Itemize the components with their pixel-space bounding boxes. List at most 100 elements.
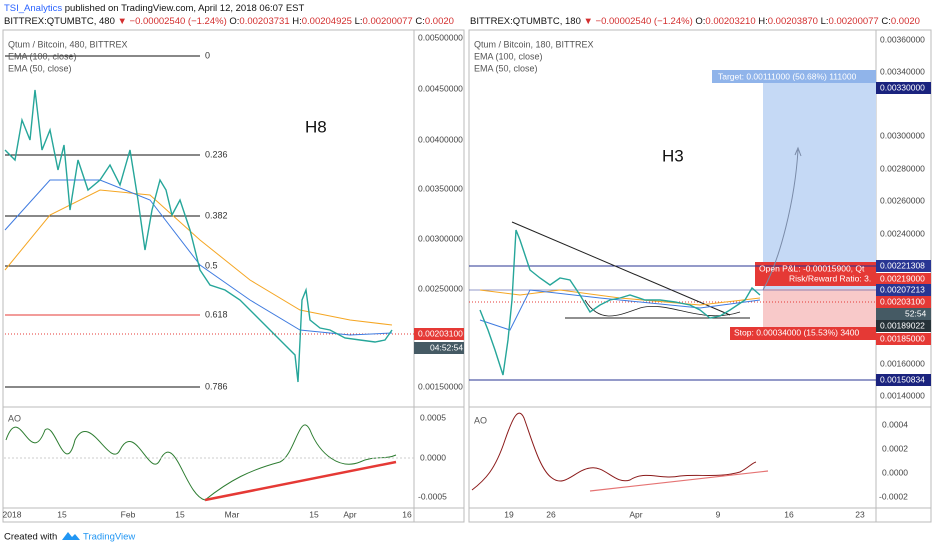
trendline	[511, 221, 731, 316]
footer-text: Created with	[4, 532, 57, 543]
brand-link[interactable]: TradingView	[83, 532, 135, 543]
pnl-label: Open P&L: -0.00015900, Qt	[759, 263, 865, 273]
price-badge-text: 0.00207213	[880, 284, 925, 294]
price-tick: 0.00500000	[418, 32, 463, 42]
pattern-curve	[584, 299, 741, 317]
legend: Qtum / Bitcoin, 180, BITTREX	[474, 39, 594, 49]
ao-tick: 0.0004	[882, 419, 908, 429]
ohlc-key: O:	[229, 16, 239, 27]
ohlc-value: 0.00203210	[705, 16, 755, 27]
fib-label: 0	[205, 50, 210, 60]
price-badge	[876, 82, 931, 94]
price-tick: 0.00300000	[418, 233, 463, 243]
legend: Qtum / Bitcoin, 480, BITTREX	[8, 39, 128, 49]
ohlc-key: H:	[290, 16, 302, 27]
ohlc-value: 0.00203870	[768, 16, 818, 27]
time-tick: 15	[175, 509, 185, 519]
price-badge-text: 0.00189022	[880, 320, 925, 330]
ao-tick: -0.0002	[879, 491, 908, 501]
ohlc-value: 0.0020	[425, 16, 454, 27]
ao-tick: -0.0005	[418, 491, 447, 501]
price-badge-text: 0.00219000	[880, 273, 925, 283]
ohlc-key: C:	[879, 16, 891, 27]
ohlc-key: C:	[413, 16, 425, 27]
logo	[62, 532, 80, 540]
price-tick: 0.00350000	[418, 183, 463, 193]
time-tick: 9	[716, 509, 721, 519]
ohlc-value: 0.00200077	[363, 16, 413, 27]
stop-label: Stop: 0.00034000 (15.53%) 3400	[734, 327, 860, 337]
price-badge-text: 0.00150834	[880, 374, 925, 384]
time-tick: 26	[546, 509, 556, 519]
price-badge-text: 0.00185000	[880, 333, 925, 343]
price-line	[479, 229, 761, 376]
price-badge	[876, 260, 931, 272]
countdown-badge	[876, 308, 931, 320]
ema-100	[4, 189, 393, 326]
price-badge	[876, 284, 931, 296]
time-tick: Mar	[225, 509, 240, 519]
stop-zone	[763, 289, 876, 333]
target-label-bg	[712, 70, 876, 83]
symbol: BITTREX:QTUMBTC, 180	[470, 16, 584, 27]
time-tick: 2018	[3, 509, 22, 519]
ohlc-key: L:	[352, 16, 363, 27]
price-badge	[876, 333, 931, 345]
time-tick: 16	[784, 509, 794, 519]
ohlc-key: H:	[756, 16, 768, 27]
price-tick: 0.00450000	[418, 83, 463, 93]
ohlc-value: 0.00200077	[829, 16, 879, 27]
price-badge-text: 0.00203100	[418, 328, 463, 338]
projection-arrow	[762, 149, 799, 291]
time-tick: 23	[855, 509, 865, 519]
annotation: H3	[662, 146, 684, 165]
price-badge	[876, 273, 931, 285]
user-link[interactable]: TSI_Analytics	[4, 3, 62, 14]
ticker-header: BITTREX:QTUMBTC, 180 ▼ −0.00002540 (−1.2…	[470, 16, 920, 27]
publish-text: published on TradingView.com, April 12, …	[62, 3, 304, 14]
ohlc-key: L:	[818, 16, 829, 27]
price-tick: 0.00360000	[880, 34, 925, 44]
ohlc-value: 0.00204925	[302, 16, 352, 27]
ao-line	[471, 412, 757, 491]
price-badge	[414, 328, 464, 340]
annotation: H8	[305, 117, 327, 136]
fib-label: 0.786	[205, 381, 228, 391]
fib-label: 0.5	[205, 260, 218, 270]
price-tick: 0.00340000	[880, 66, 925, 76]
fib-label: 0.236	[205, 149, 228, 159]
price-badge	[876, 320, 931, 332]
price-badge-text: 0.00221308	[880, 260, 925, 270]
fib-label: 0.382	[205, 210, 228, 220]
ohlc-key: O:	[695, 16, 705, 27]
ao-tick: 0.0005	[420, 412, 446, 422]
legend: EMA (50, close)	[8, 63, 72, 73]
time-tick: 15	[57, 509, 67, 519]
left-panel	[2, 29, 465, 523]
fib-label: 0.618	[205, 309, 228, 319]
price-badge	[876, 296, 931, 308]
publish-info: TSI_Analytics published on TradingView.c…	[4, 3, 305, 14]
time-tick: Feb	[121, 509, 136, 519]
price-tick: 0.00280000	[880, 163, 925, 173]
price-tick: 0.00260000	[880, 195, 925, 205]
target-zone	[763, 75, 876, 289]
indicator-label: AO	[8, 413, 21, 423]
price-badge-text: 0.00330000	[880, 82, 925, 92]
stop-label-bg	[730, 327, 876, 340]
legend: EMA (50, close)	[474, 63, 538, 73]
price-tick: 0.00250000	[418, 283, 463, 293]
price-badge-text: 0.00203100	[880, 296, 925, 306]
indicator-label: AO	[474, 415, 487, 425]
countdown-text: 04:52:54	[430, 342, 463, 352]
ticker-header: BITTREX:QTUMBTC, 480 ▼ −0.00002540 (−1.2…	[4, 16, 454, 27]
target-label: Target: 0.00111000 (50.68%) 111000	[718, 71, 857, 81]
countdown-text: 52:54	[905, 308, 927, 318]
ao-tick: 0.0000	[420, 452, 446, 462]
change: ▼ −0.00002540 (−1.24%)	[584, 16, 696, 27]
legend: EMA (100, close)	[8, 51, 77, 61]
ema-100	[479, 289, 761, 306]
ao-line	[5, 424, 397, 501]
ao-tick: 0.0000	[882, 467, 908, 477]
